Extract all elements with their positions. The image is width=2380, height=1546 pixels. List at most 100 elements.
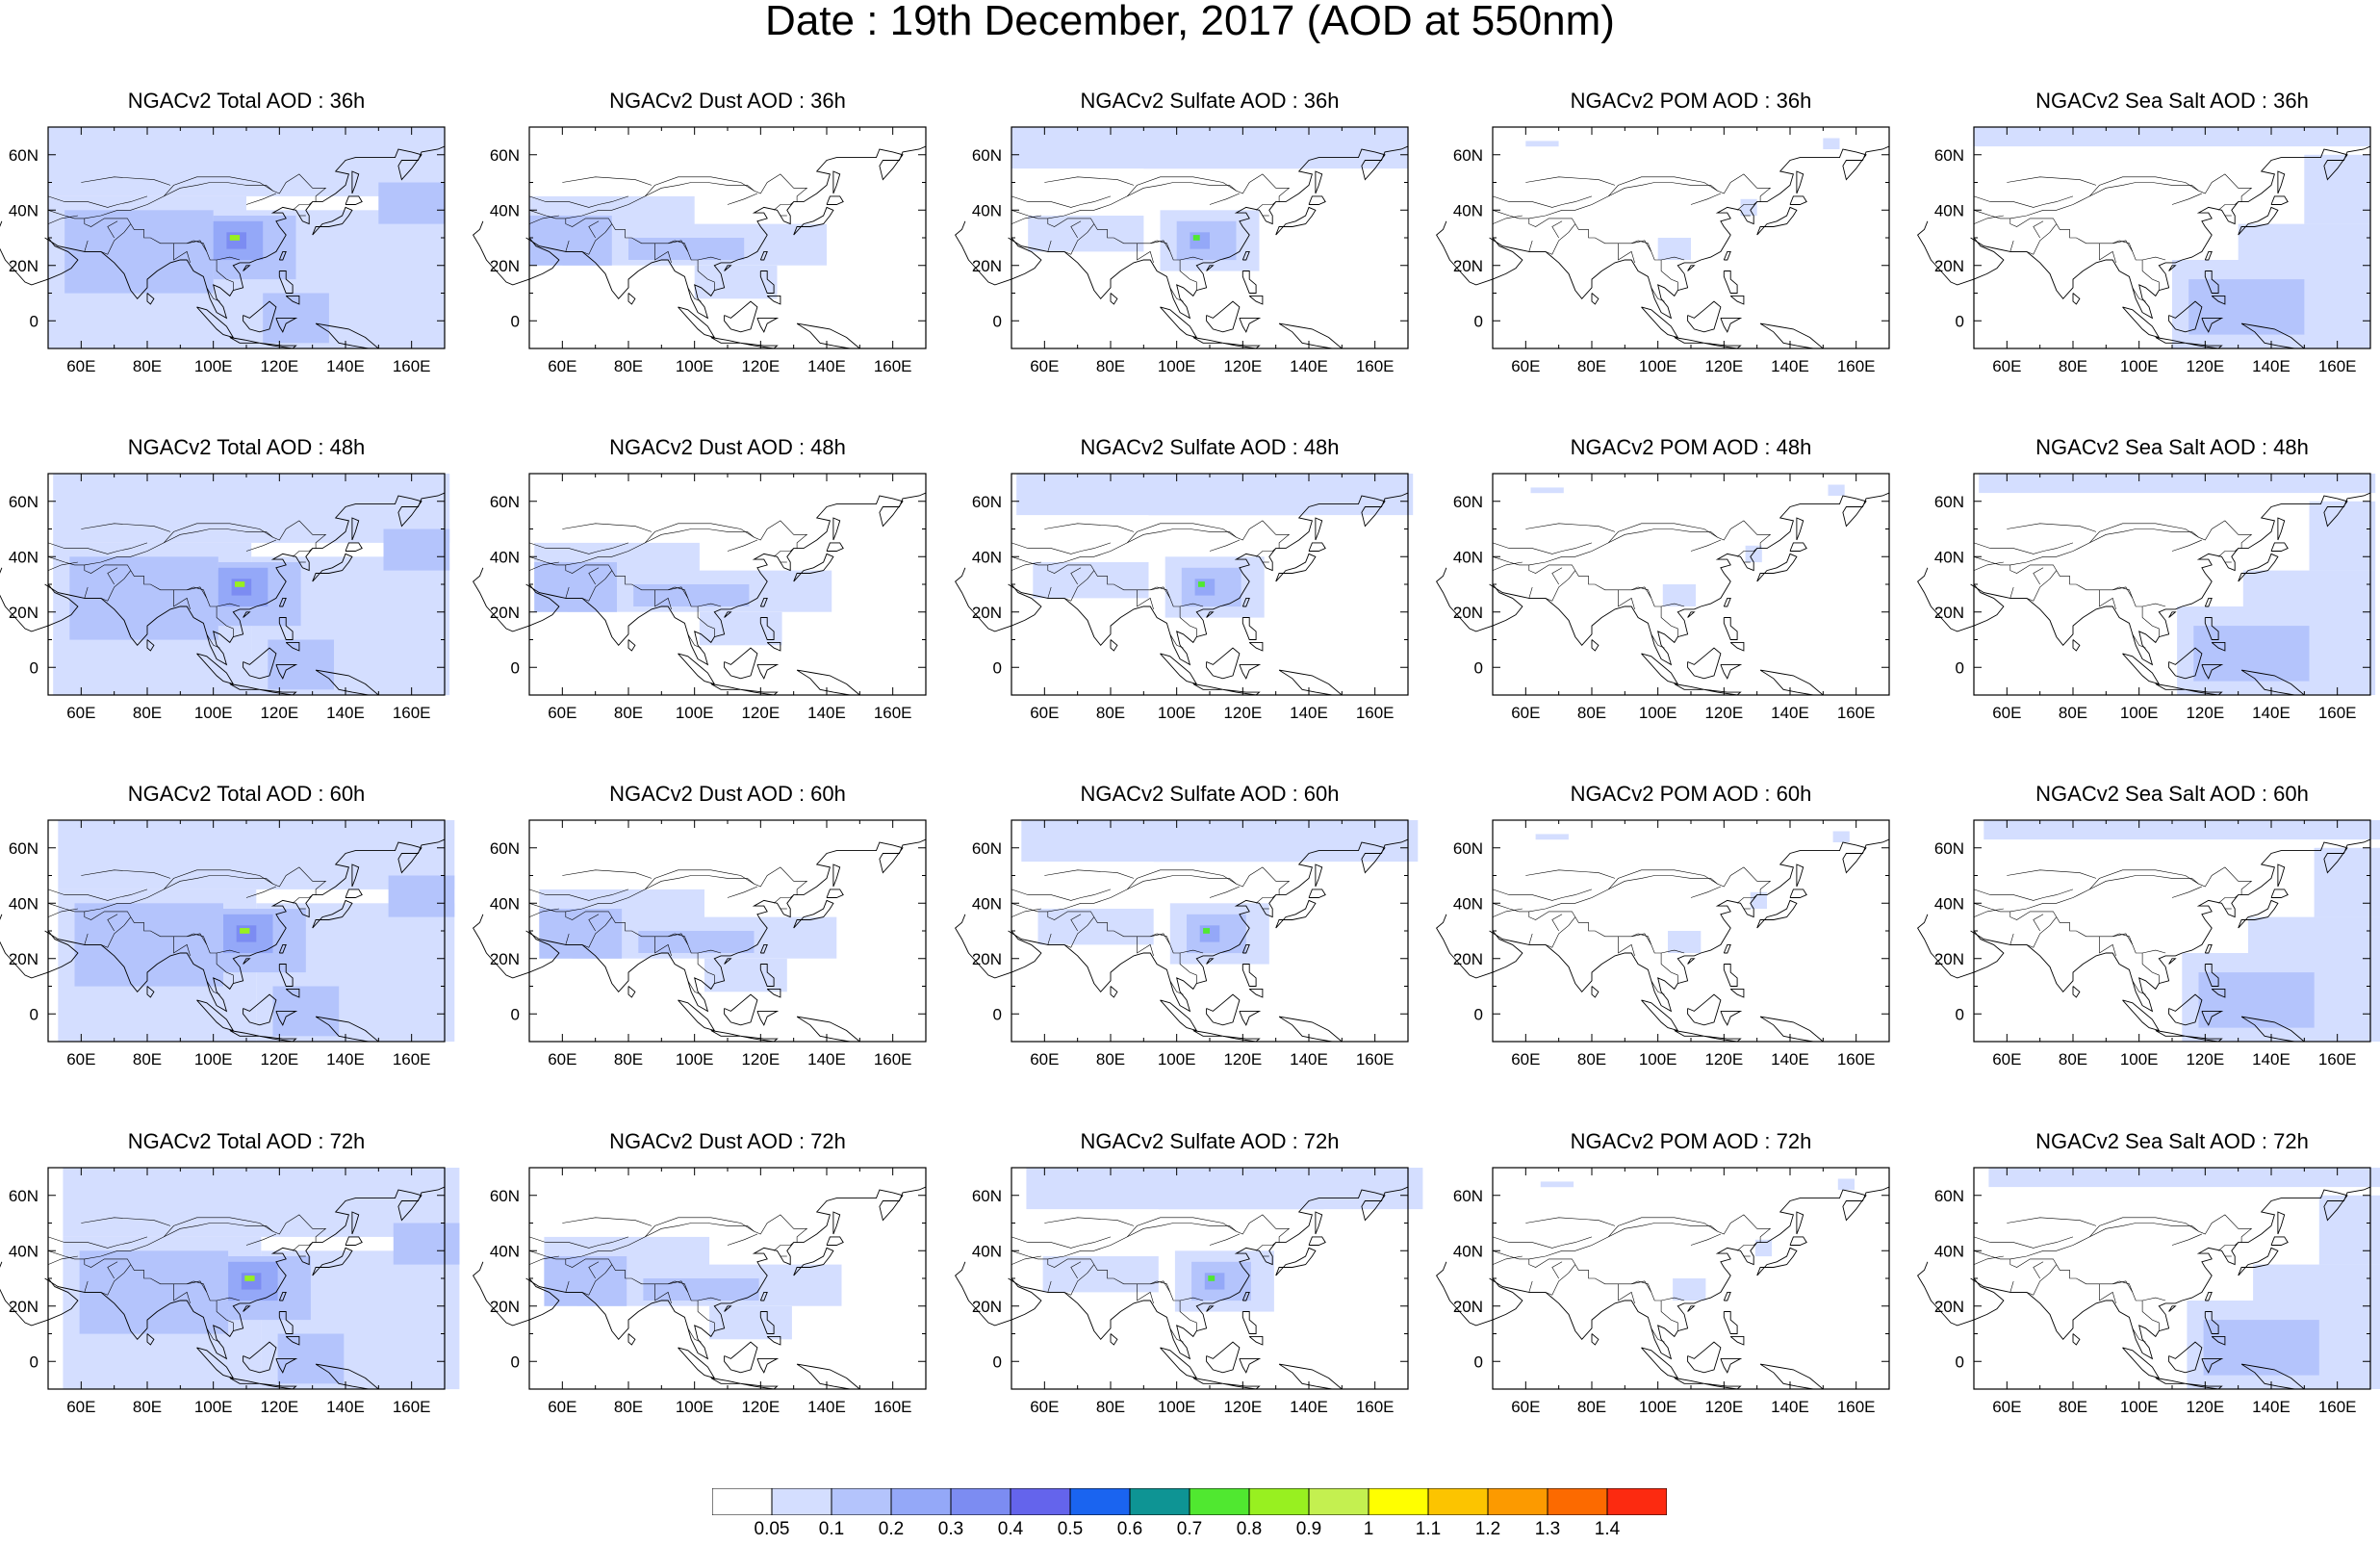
country-border [528, 1255, 559, 1265]
coastline [1687, 300, 1722, 333]
country-border [1736, 894, 1757, 904]
coastline [2211, 295, 2226, 305]
lat-tick-label: 60N [1934, 493, 1964, 511]
coastline [2270, 1236, 2289, 1246]
lon-tick-label: 80E [133, 1050, 162, 1069]
colorbar-label: 0.6 [1116, 1519, 1143, 1539]
coastline [1723, 617, 1738, 640]
coastline [1917, 567, 2005, 632]
aod-map: 60E 80E 100E 120E 140E 160E 60N 40N 20N 0 [1917, 1167, 2380, 1416]
lat-tick-label: 0 [511, 312, 520, 330]
country-border [2217, 1242, 2239, 1251]
coastline [678, 653, 716, 685]
coastline [1756, 899, 1798, 929]
coastline [1756, 206, 1798, 236]
coastline [2204, 271, 2219, 294]
lat-tick-label: 20N [1453, 950, 1483, 968]
country-border [2009, 916, 2058, 948]
country-border [687, 980, 702, 995]
country-border [1150, 586, 1171, 599]
coastline [146, 639, 155, 652]
country-border [187, 586, 208, 599]
country-border [727, 193, 758, 205]
country-border [727, 886, 758, 898]
coastline [146, 1333, 155, 1346]
coastline [2204, 1311, 2219, 1334]
lat-tick-label: 20N [972, 1298, 1002, 1316]
map-panel-sulfate-72h: NGACv2 Sulfate AOD : 72h 60E 80E 100E 120E 14… [955, 1129, 1423, 1416]
country-border [47, 1236, 148, 1249]
country-border [654, 589, 672, 609]
country-border [2132, 287, 2146, 302]
coastline [2238, 206, 2279, 236]
aod-plume [2205, 293, 2255, 322]
coastline [1641, 999, 1679, 1032]
aod-plume [633, 584, 750, 606]
country-border [1047, 911, 1204, 954]
lon-tick-label: 80E [2059, 704, 2087, 722]
country-border [2009, 173, 2253, 219]
country-border [528, 561, 559, 571]
lon-tick-label: 140E [2252, 1398, 2290, 1416]
lon-tick-label: 160E [1356, 1050, 1395, 1069]
country-border [1973, 1250, 2010, 1260]
coastline [1756, 553, 1798, 582]
coastline [724, 993, 758, 1026]
country-border [2009, 911, 2166, 954]
aod-plume [2210, 639, 2260, 668]
lon-tick-label: 100E [194, 704, 233, 722]
country-border [562, 523, 653, 532]
coastline [2155, 1030, 2186, 1037]
country-border [1047, 520, 1291, 566]
aod-plume [1198, 581, 1205, 587]
country-border [2112, 240, 2134, 252]
lon-tick-label: 100E [676, 704, 714, 722]
lon-tick-label: 60E [1030, 1050, 1059, 1069]
aod-plume [226, 232, 246, 249]
lon-tick-label: 100E [1639, 1050, 1677, 1069]
country-border [1973, 556, 2010, 566]
country-border [2112, 933, 2134, 945]
coastline [525, 492, 927, 666]
country-border [1011, 542, 1112, 554]
map-panel-sulfate-60h: NGACv2 Sulfate AOD : 60h 60E 80E 100E 120E 14… [955, 782, 1419, 1069]
coastline [955, 1261, 1042, 1327]
country-border [1492, 903, 1529, 913]
coastline [1591, 293, 1599, 305]
coastline [1241, 597, 1250, 607]
coastline [759, 250, 768, 261]
country-border [1528, 911, 1685, 954]
country-border [1551, 914, 1563, 932]
lon-tick-label: 120E [741, 1050, 780, 1069]
coastline [1789, 1236, 1807, 1246]
country-border [216, 606, 234, 637]
coastline [312, 206, 353, 236]
country-border [773, 201, 794, 211]
coastline [243, 1305, 251, 1312]
country-border [1126, 176, 1237, 197]
aod-map: 60E 80E 100E 120E 140E 160E 60N 40N 20N 0 [1436, 473, 1890, 722]
coastline [826, 1236, 844, 1246]
country-border [216, 260, 234, 291]
country-border [173, 1283, 191, 1303]
coastline [1248, 641, 1264, 652]
country-border [565, 911, 722, 954]
coastline [740, 1035, 779, 1043]
country-border [84, 173, 327, 219]
coastline [1436, 1261, 1523, 1327]
coastline [796, 322, 861, 349]
coastline [2204, 943, 2213, 954]
coastline [1222, 1035, 1261, 1043]
country-border [2141, 260, 2160, 291]
country-border [2171, 1233, 2203, 1246]
coastline [832, 1211, 841, 1235]
lat-tick-label: 40N [490, 1242, 520, 1260]
country-border [206, 633, 220, 649]
country-border [1011, 195, 1112, 208]
coastline [2168, 611, 2177, 618]
country-border [2007, 176, 2097, 186]
country-border [1126, 523, 1237, 544]
country-border [2099, 243, 2116, 263]
panel-title: NGACv2 Total AOD : 36h [127, 89, 366, 113]
country-border [84, 916, 132, 948]
